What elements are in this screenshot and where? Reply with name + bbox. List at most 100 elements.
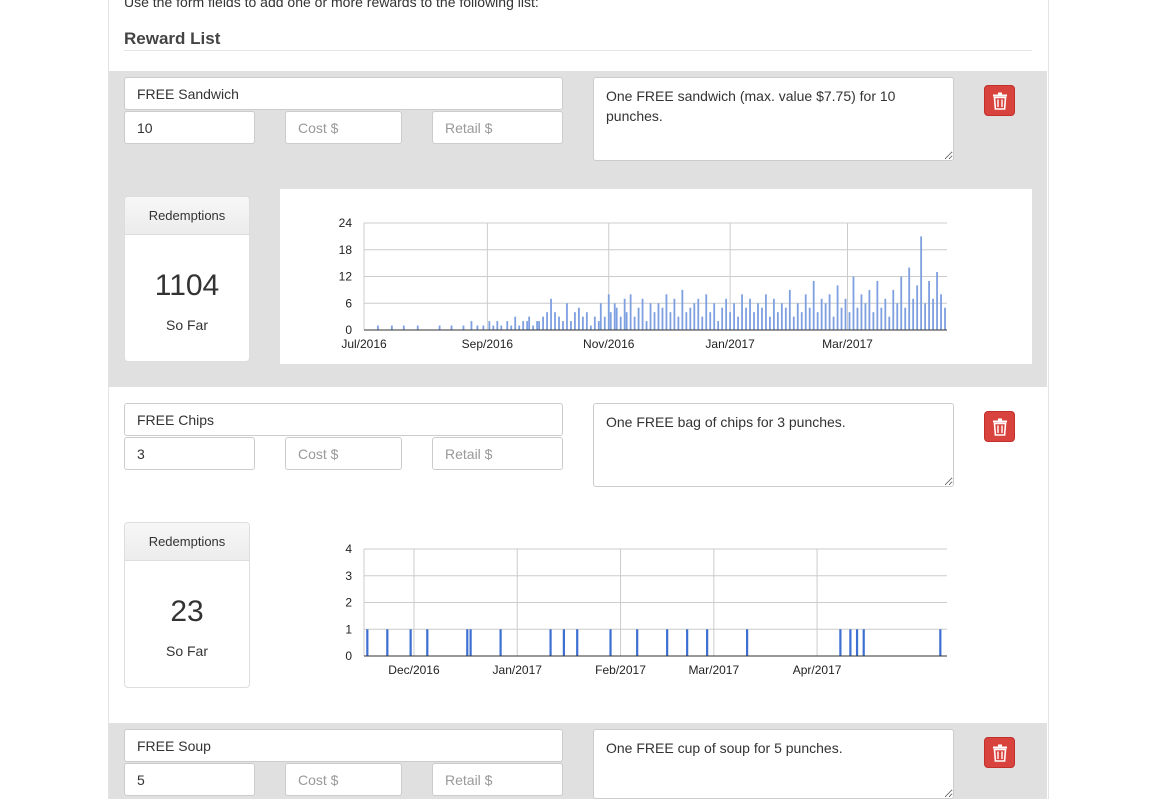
chart-bar bbox=[729, 312, 732, 330]
chart-bar bbox=[558, 316, 560, 330]
delete-reward-button[interactable] bbox=[984, 737, 1015, 768]
chart-bar bbox=[836, 285, 839, 330]
chart-bar bbox=[784, 307, 787, 330]
description-textarea[interactable]: One FREE cup of soup for 5 punches. bbox=[593, 729, 954, 799]
chart-bar bbox=[686, 629, 689, 656]
delete-reward-button[interactable] bbox=[984, 85, 1015, 116]
chart-bar bbox=[693, 303, 696, 330]
chart-bar bbox=[812, 280, 815, 330]
y-tick-label: 4 bbox=[345, 542, 352, 556]
chart-bar bbox=[542, 316, 544, 330]
chart-bar bbox=[832, 316, 835, 330]
chart-bar bbox=[916, 285, 919, 330]
description-textarea[interactable]: One FREE bag of chips for 3 punches. bbox=[593, 403, 954, 487]
chart-bar bbox=[804, 294, 807, 330]
chart-bar bbox=[629, 294, 632, 330]
chart-bar bbox=[499, 629, 502, 656]
y-tick-label: 18 bbox=[339, 243, 353, 257]
punches-input[interactable] bbox=[124, 437, 255, 470]
description-textarea[interactable]: One FREE sandwich (max. value $7.75) for… bbox=[593, 77, 954, 161]
redemptions-card: Redemptions 1104 So Far bbox=[124, 196, 250, 362]
chart-bar bbox=[852, 276, 855, 330]
chart-bar bbox=[488, 321, 491, 330]
reward-list-title: Reward List bbox=[124, 29, 221, 48]
chart-bar bbox=[892, 289, 895, 330]
chart-bar bbox=[848, 312, 851, 330]
chart-bar bbox=[562, 321, 564, 330]
x-tick-label: Mar/2017 bbox=[688, 663, 739, 677]
chart-bar bbox=[849, 629, 852, 656]
so-far-label: So Far bbox=[165, 643, 208, 659]
chart-bar bbox=[816, 312, 819, 330]
y-tick-label: 12 bbox=[339, 270, 353, 284]
punches-input[interactable] bbox=[124, 763, 255, 796]
punches-input[interactable] bbox=[124, 111, 255, 144]
chart-bar bbox=[526, 321, 529, 330]
chart-bar bbox=[609, 629, 612, 656]
chart-bar bbox=[745, 307, 747, 330]
retail-input[interactable] bbox=[432, 111, 563, 144]
chart-bar bbox=[581, 316, 584, 330]
chart-bar bbox=[681, 289, 684, 330]
retail-input[interactable] bbox=[432, 437, 563, 470]
retail-input[interactable] bbox=[432, 763, 563, 796]
chart-bar bbox=[908, 267, 911, 330]
chart-bar bbox=[713, 303, 716, 330]
cost-input[interactable] bbox=[285, 437, 402, 470]
cost-input[interactable] bbox=[285, 763, 402, 796]
chart-bar bbox=[855, 629, 859, 656]
chart-bar bbox=[599, 303, 602, 330]
chart-bar bbox=[939, 629, 942, 656]
x-tick-label: Apr/2017 bbox=[793, 663, 842, 677]
chart-bar bbox=[390, 325, 393, 330]
chart-bar bbox=[528, 316, 531, 330]
chart-bar bbox=[868, 289, 871, 330]
chart-bar bbox=[623, 298, 626, 330]
chart-bar bbox=[576, 629, 579, 656]
cost-input[interactable] bbox=[285, 111, 402, 144]
chart-bar bbox=[912, 298, 915, 330]
chart-bar bbox=[737, 316, 739, 330]
chart-bar bbox=[633, 316, 636, 330]
trash-icon bbox=[992, 744, 1007, 762]
chart-bar bbox=[705, 294, 708, 330]
chart-bar bbox=[761, 307, 763, 330]
chart-bar bbox=[780, 303, 783, 330]
chart-bar bbox=[619, 316, 622, 330]
chart-bar bbox=[936, 272, 938, 330]
chart-bar bbox=[603, 316, 606, 330]
chart-bar bbox=[753, 312, 755, 330]
chart-bar bbox=[416, 325, 419, 330]
reward-name-input[interactable] bbox=[124, 403, 563, 436]
chart-bar bbox=[649, 303, 652, 330]
chart-bar bbox=[570, 321, 572, 330]
chart-bar bbox=[585, 312, 588, 330]
redemptions-header: Redemptions bbox=[125, 523, 249, 561]
redemptions-card: Redemptions 23 So Far bbox=[124, 522, 250, 688]
chart-bar bbox=[554, 312, 556, 330]
chart-bar bbox=[924, 303, 927, 330]
chart-bar bbox=[776, 312, 779, 330]
chart-bar bbox=[377, 325, 379, 330]
reward-name-input[interactable] bbox=[124, 77, 563, 110]
reward-name-input[interactable] bbox=[124, 729, 563, 762]
chart-bar bbox=[840, 307, 843, 330]
chart-bar bbox=[741, 294, 743, 330]
chart-bar bbox=[888, 316, 891, 330]
x-tick-label: Jan/2017 bbox=[493, 663, 543, 677]
chart-bar bbox=[856, 307, 859, 330]
chart-bar bbox=[896, 303, 899, 330]
chart-bar bbox=[884, 298, 887, 330]
chart-bar bbox=[566, 303, 568, 330]
chart-bar bbox=[409, 629, 412, 656]
chart-bar bbox=[673, 298, 676, 330]
redemptions-chart-panel: 0 6 12 18 24 Jul/2016 Sep/2016 Nov/2016 Jan/2017… bbox=[280, 189, 1032, 364]
redemptions-count: 23 bbox=[170, 595, 204, 628]
chart-bar bbox=[669, 312, 672, 330]
x-tick-label: Nov/2016 bbox=[583, 337, 635, 351]
chart-bar bbox=[438, 325, 441, 330]
redemptions-count: 1104 bbox=[154, 269, 220, 302]
delete-reward-button[interactable] bbox=[984, 411, 1015, 442]
chart-bar bbox=[904, 307, 907, 330]
chart-bar bbox=[706, 629, 709, 656]
